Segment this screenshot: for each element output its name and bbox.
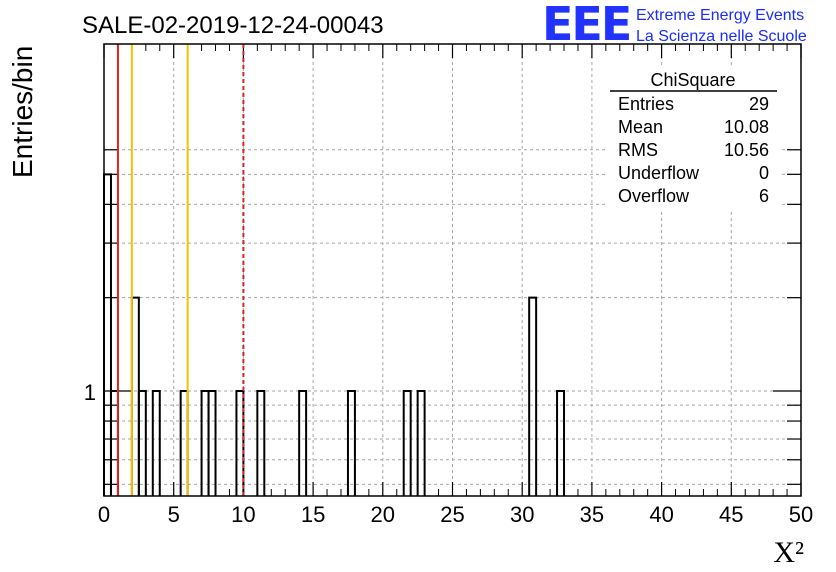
histogram-bin xyxy=(256,390,266,496)
histogram-bin xyxy=(137,390,147,496)
x-tick-label: 15 xyxy=(301,502,325,527)
logo-mark: EEE xyxy=(542,0,630,51)
stats-value: 10.08 xyxy=(724,117,769,137)
histogram-bin xyxy=(346,390,356,496)
histogram-bin xyxy=(528,296,538,496)
histogram-bin xyxy=(207,390,217,496)
x-tick-label: 35 xyxy=(580,502,604,527)
x-tick-label: 25 xyxy=(440,502,464,527)
x-tick-label: 5 xyxy=(168,502,180,527)
histogram-bin xyxy=(556,390,566,496)
stats-label: RMS xyxy=(618,140,658,160)
histogram-bin xyxy=(416,390,426,496)
stats-label: Mean xyxy=(618,117,663,137)
stats-label: Overflow xyxy=(618,186,690,206)
reference-lines xyxy=(116,44,245,496)
y-axis-ticks xyxy=(104,149,801,485)
y-axis-label: Entries/bin xyxy=(7,46,38,178)
stats-box-title: ChiSquare xyxy=(650,70,735,90)
y-tick-label: 1 xyxy=(84,380,96,405)
x-tick-label: 50 xyxy=(789,502,813,527)
histogram-bin xyxy=(402,390,412,496)
x-tick-label: 10 xyxy=(231,502,255,527)
x-tick-label: 30 xyxy=(510,502,534,527)
logo-line-1: Extreme Energy Events xyxy=(636,7,804,24)
histogram-bin xyxy=(298,390,308,496)
x-tick-label: 40 xyxy=(649,502,673,527)
x-tick-label: 0 xyxy=(98,502,110,527)
eee-logo: EEE Extreme Energy Events La Scienza nel… xyxy=(542,0,807,51)
histogram-bin xyxy=(151,390,161,496)
logo-line-2: La Scienza nelle Scuole xyxy=(636,28,807,45)
x-tick-label: 45 xyxy=(719,502,743,527)
x-tick-label: 20 xyxy=(371,502,395,527)
stats-label: Entries xyxy=(618,94,674,114)
stats-value: 10.56 xyxy=(724,140,769,160)
stats-label: Underflow xyxy=(618,163,700,183)
plot-frame xyxy=(103,43,802,497)
stats-box: ChiSquare Entries 29 Mean 10.08 RMS 10.56 Unde… xyxy=(608,66,780,212)
chart-title: SALE-02-2019-12-24-00043 xyxy=(82,12,384,39)
stats-value: 6 xyxy=(759,186,769,206)
stats-value: 0 xyxy=(759,163,769,183)
x-axis-label: X² xyxy=(773,536,804,569)
x-tick-labels: 0 5 10 15 20 25 30 35 40 45 50 xyxy=(98,502,813,527)
stats-value: 29 xyxy=(749,94,769,114)
